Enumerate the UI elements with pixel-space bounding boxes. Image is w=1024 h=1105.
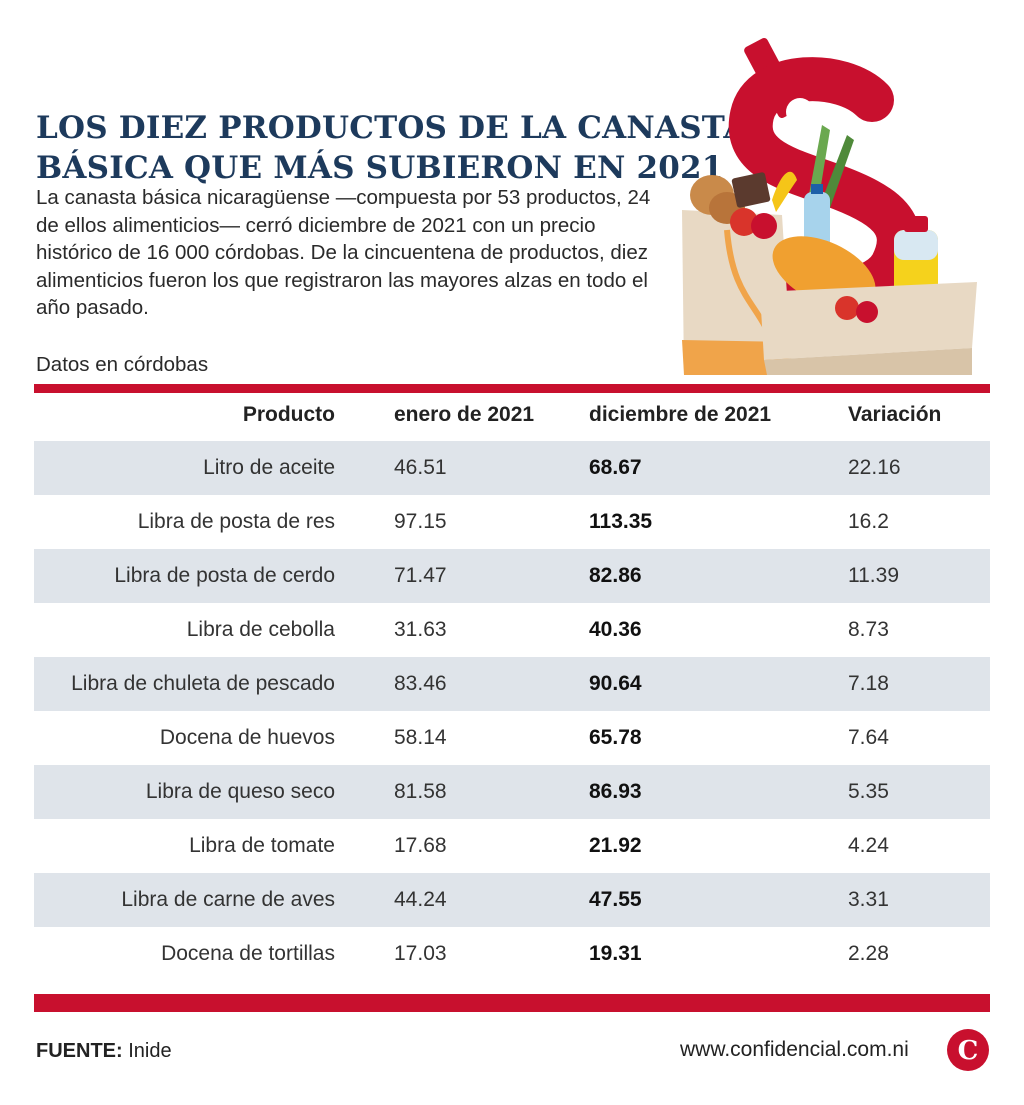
table-row: Libra de tomate 17.68 21.92 4.24 xyxy=(34,819,990,873)
variation-cell: 11.39 xyxy=(848,564,899,587)
intro-text: La canasta básica nicaragüense —compuest… xyxy=(36,186,651,319)
source-value: Inide xyxy=(128,1040,172,1062)
december-price-cell: 21.92 xyxy=(589,834,642,857)
table-row: Litro de aceite 46.51 68.67 22.16 xyxy=(34,441,990,495)
variation-cell: 2.28 xyxy=(848,942,889,965)
logo-letter: C xyxy=(958,1036,979,1066)
january-price-cell: 17.03 xyxy=(394,942,447,965)
december-price-cell: 40.36 xyxy=(589,618,642,641)
paper-box-front xyxy=(760,282,977,375)
product-cell: Libra de chuleta de pescado xyxy=(71,672,335,695)
column-header-variacion: Variación xyxy=(848,403,942,426)
product-cell: Libra de posta de cerdo xyxy=(114,564,335,587)
table-row: Docena de huevos 58.14 65.78 7.64 xyxy=(34,711,990,765)
product-cell: Libra de tomate xyxy=(189,834,335,857)
december-price-cell: 90.64 xyxy=(589,672,642,695)
column-header-diciembre: diciembre de 2021 xyxy=(589,403,772,426)
product-cell: Litro de aceite xyxy=(203,456,335,479)
variation-cell: 3.31 xyxy=(848,888,889,911)
grocery-bags-with-dollar-sign-icon xyxy=(682,37,977,375)
january-price-cell: 58.14 xyxy=(394,726,447,749)
apple-icon xyxy=(730,208,758,236)
title-line-1: LOS DIEZ PRODUCTOS DE LA CANASTA xyxy=(36,110,748,146)
variation-cell: 7.18 xyxy=(848,672,889,695)
january-price-cell: 83.46 xyxy=(394,672,447,695)
january-price-cell: 97.15 xyxy=(394,510,447,533)
variation-cell: 7.64 xyxy=(848,726,889,749)
december-price-cell: 19.31 xyxy=(589,942,642,965)
top-accent-bar xyxy=(34,384,990,393)
january-price-cell: 17.68 xyxy=(394,834,447,857)
bottom-accent-bar xyxy=(34,994,990,1012)
website-link[interactable]: www.confidencial.com.ni xyxy=(680,1038,909,1061)
january-price-cell: 46.51 xyxy=(394,456,447,479)
table-row: Libra de cebolla 31.63 40.36 8.73 xyxy=(34,603,990,657)
units-note: Datos en córdobas xyxy=(36,353,209,376)
december-price-cell: 82.86 xyxy=(589,564,642,587)
december-price-cell: 86.93 xyxy=(589,780,642,803)
variation-cell: 8.73 xyxy=(848,618,889,641)
confidencial-logo-icon: C xyxy=(947,1029,989,1071)
variation-cell: 5.35 xyxy=(848,780,889,803)
column-header-producto: Producto xyxy=(242,403,335,426)
december-price-cell: 47.55 xyxy=(589,888,642,911)
table-header-row: Producto enero de 2021 diciembre de 2021… xyxy=(34,393,990,441)
december-price-cell: 68.67 xyxy=(589,456,642,479)
column-header-enero: enero de 2021 xyxy=(394,403,535,426)
variation-cell: 16.2 xyxy=(848,510,889,533)
product-cell: Docena de huevos xyxy=(159,726,335,749)
product-cell: Libra de carne de aves xyxy=(121,888,335,911)
table-row: Libra de queso seco 81.58 86.93 5.35 xyxy=(34,765,990,819)
chocolate-bar-icon xyxy=(731,172,771,208)
table-row: Libra de posta de res 97.15 113.35 16.2 xyxy=(34,495,990,549)
table-row: Libra de carne de aves 44.24 47.55 3.31 xyxy=(34,873,990,927)
infographic-title: LOS DIEZ PRODUCTOS DE LA CANASTA BÁSICA … xyxy=(36,108,748,188)
january-price-cell: 71.47 xyxy=(394,564,447,587)
product-cell: Libra de posta de res xyxy=(137,510,335,533)
source-label: FUENTE: xyxy=(36,1040,123,1062)
january-price-cell: 81.58 xyxy=(394,780,447,803)
title-line-2: BÁSICA QUE MÁS SUBIERON EN 2021 xyxy=(36,150,724,186)
product-cell: Libra de queso seco xyxy=(145,780,335,803)
source-note: FUENTE: Inide xyxy=(36,1040,172,1063)
product-cell: Docena de tortillas xyxy=(161,942,335,965)
banana-icon xyxy=(772,171,797,212)
table-row: Docena de tortillas 17.03 19.31 2.28 xyxy=(34,927,990,981)
product-cell: Libra de cebolla xyxy=(186,618,335,641)
variation-cell: 4.24 xyxy=(848,834,889,857)
january-price-cell: 44.24 xyxy=(394,888,447,911)
price-table: Producto enero de 2021 diciembre de 2021… xyxy=(34,393,990,981)
variation-cell: 22.16 xyxy=(848,456,901,479)
table-row: Libra de posta de cerdo 71.47 82.86 11.3… xyxy=(34,549,990,603)
january-price-cell: 31.63 xyxy=(394,618,447,641)
december-price-cell: 113.35 xyxy=(589,510,653,533)
december-price-cell: 65.78 xyxy=(589,726,642,749)
table-row: Libra de chuleta de pescado 83.46 90.64 … xyxy=(34,657,990,711)
